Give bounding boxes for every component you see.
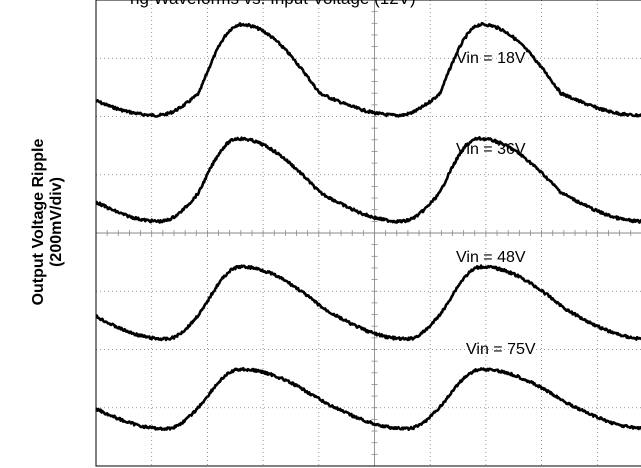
trace-1 <box>95 21 641 118</box>
chart-title: ng Waveforms vs. Input Voltage (12V) <box>130 0 641 9</box>
scope-grid <box>95 0 641 467</box>
trace-label-4: Vin = 75V <box>466 341 536 358</box>
trace-4 <box>95 366 641 431</box>
trace-label-1: Vin = 18V <box>456 50 526 67</box>
trace-label-2: Vin = 36V <box>456 141 526 158</box>
scope-traces <box>95 21 641 431</box>
scope-frame <box>95 0 641 467</box>
trace-labels: Vin = 18V Vin = 36V Vin = 48V Vin = 75V <box>456 50 536 358</box>
trace-3 <box>95 264 641 342</box>
trace-2 <box>95 136 641 224</box>
trace-label-3: Vin = 48V <box>456 249 526 266</box>
